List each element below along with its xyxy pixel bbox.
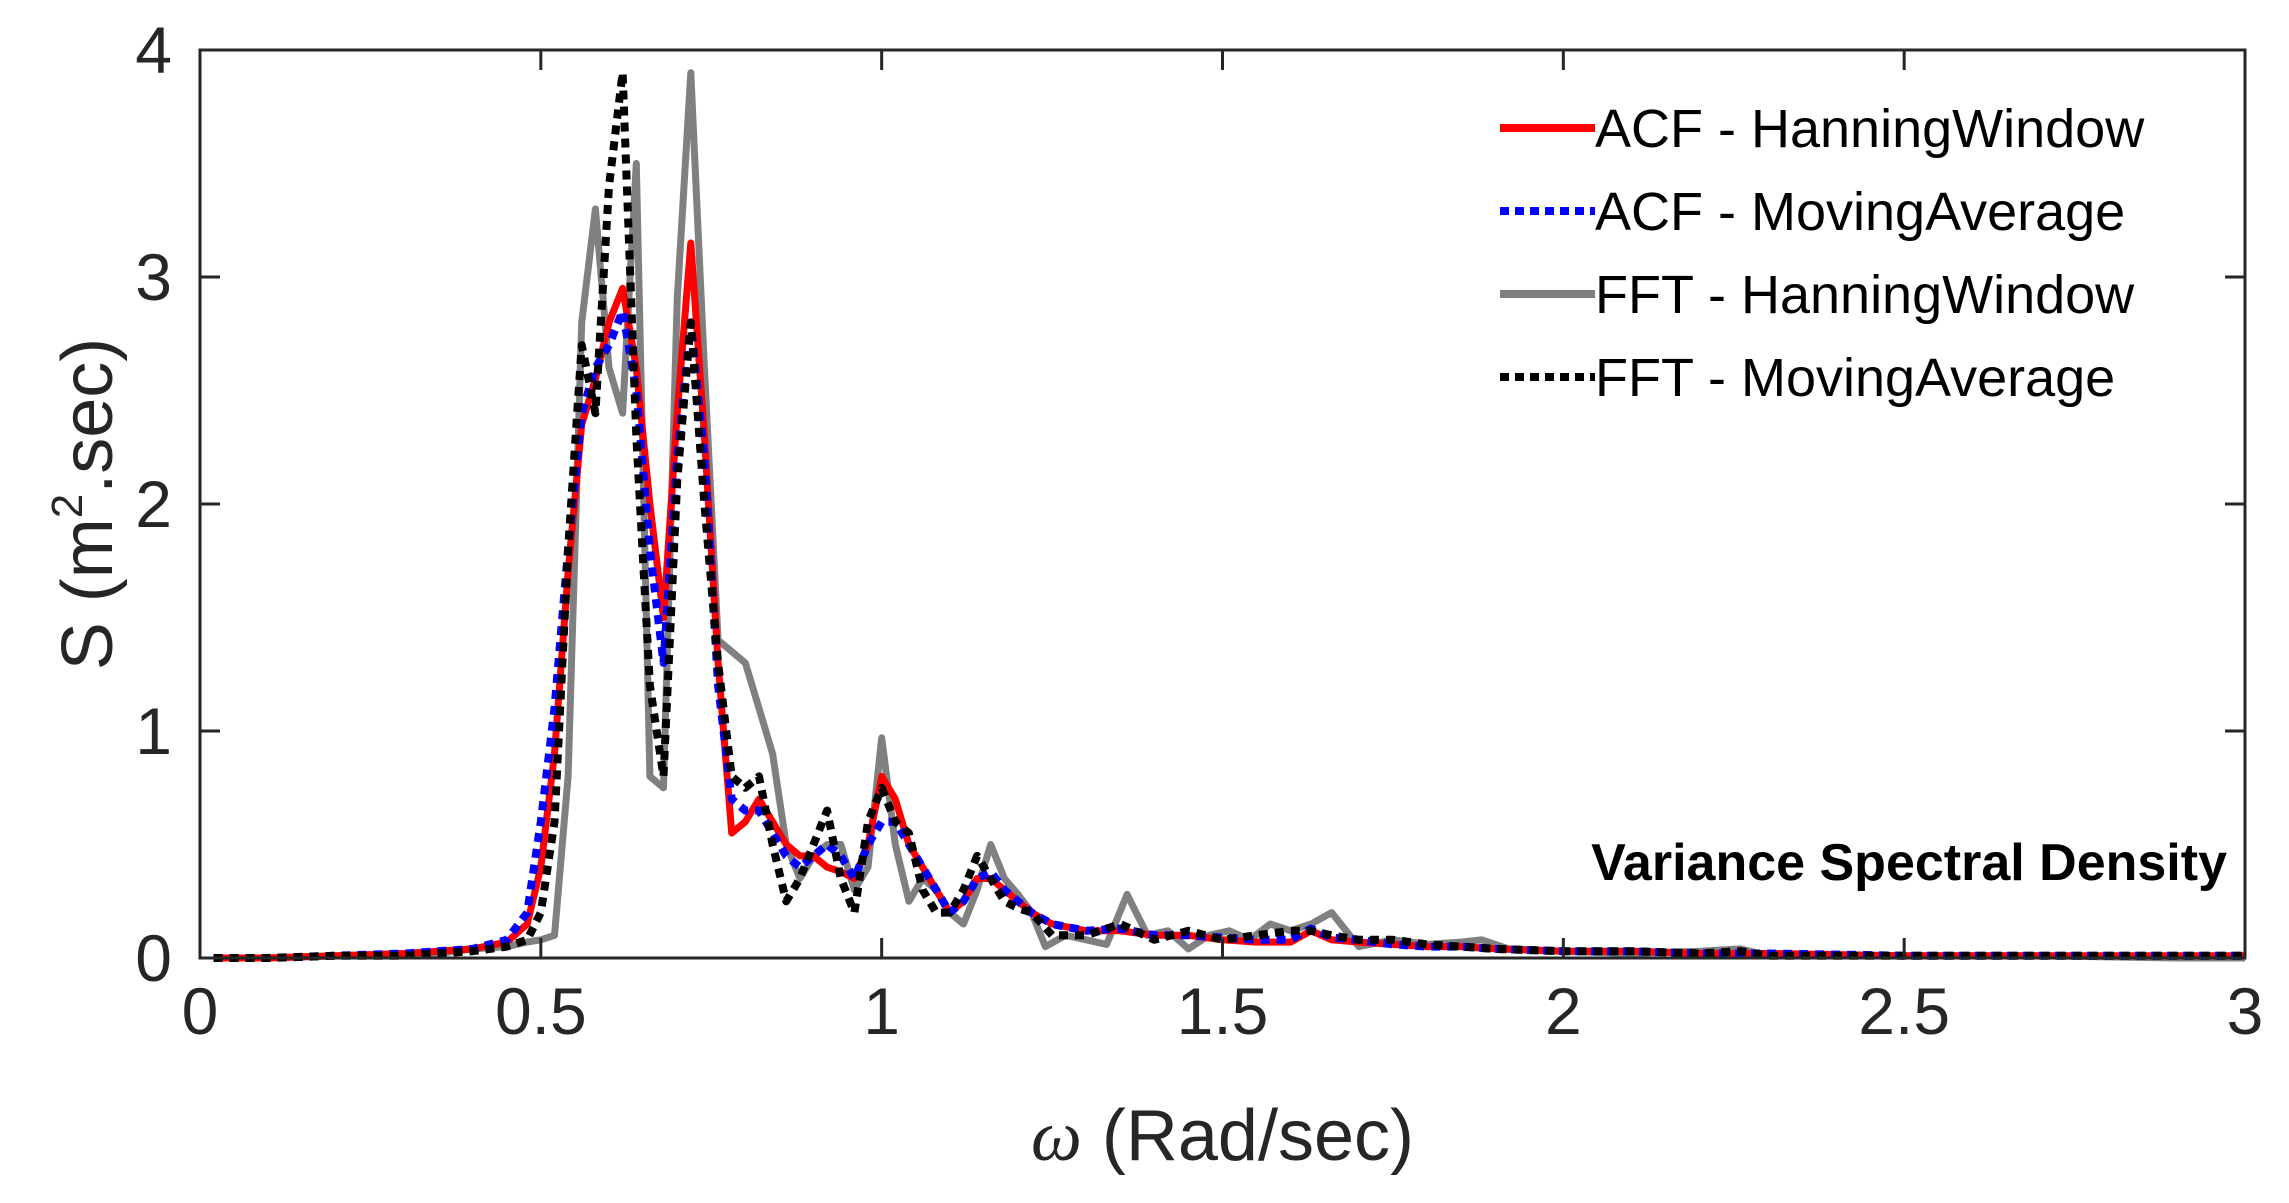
x-tick-label: 1 [863, 974, 900, 1048]
y-tick-label: 0 [135, 921, 172, 995]
y-axis-label-prefix: S (m [48, 518, 128, 670]
y-tick-label: 4 [135, 13, 172, 87]
x-tick-label: 2.5 [1858, 974, 1950, 1048]
ticks-layer: 0 0.5 1 1.5 2 2.5 3 0 1 2 3 4 [135, 13, 2263, 1048]
y-tick-label: 1 [135, 694, 172, 768]
x-tick-label: 1.5 [1177, 974, 1269, 1048]
x-tick-label: 3 [2227, 974, 2264, 1048]
y-tick-label: 3 [135, 240, 172, 314]
x-tick-label: 0 [182, 974, 219, 1048]
y-axis-label-suffix: .sec) [48, 338, 128, 494]
legend-label: ACF - HanningWindow [1595, 99, 2145, 159]
legend-label: FFT - MovingAverage [1595, 348, 2115, 408]
legend-label: ACF - MovingAverage [1595, 182, 2125, 242]
y-tick-label: 2 [135, 467, 172, 541]
legend-label: FFT - HanningWindow [1595, 265, 2135, 325]
series-layer [213, 68, 2245, 962]
series-line-fft-movingaverage [213, 68, 2245, 962]
legend: ACF - HanningWindow ACF - MovingAverage FF… [1500, 99, 2145, 408]
x-axis-label-text: (Rad/sec) [1082, 1096, 1414, 1176]
y-axis-label: S (m2.sec) [43, 338, 128, 671]
x-axis-symbol: ω [1031, 1096, 1082, 1176]
x-tick-label: 0.5 [495, 974, 587, 1048]
x-tick-label: 2 [1545, 974, 1582, 1048]
y-axis-label-superscript: 2 [43, 494, 92, 518]
x-axis-label: ω (Rad/sec) [1031, 1096, 1414, 1176]
chart-annotation: Variance Spectral Density [1591, 834, 2227, 892]
